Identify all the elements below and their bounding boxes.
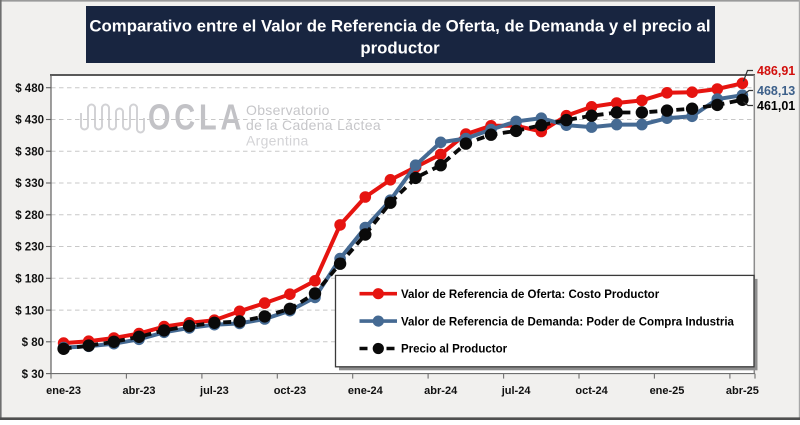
svg-text:$ 80: $ 80: [22, 337, 44, 349]
svg-text:$ 480: $ 480: [15, 83, 44, 95]
svg-text:$ 180: $ 180: [15, 274, 44, 286]
svg-text:jul-24: jul-24: [501, 385, 532, 397]
svg-text:$ 280: $ 280: [15, 210, 44, 222]
svg-text:$ 330: $ 330: [15, 178, 44, 190]
svg-text:abr-23: abr-23: [122, 385, 155, 397]
svg-text:$ 380: $ 380: [15, 146, 44, 158]
svg-text:Valor de Referencia de Oferta:: Valor de Referencia de Oferta: Costo Pro…: [401, 289, 660, 301]
svg-text:de la Cadena Láctea: de la Cadena Láctea: [246, 117, 381, 133]
svg-text:ene-23: ene-23: [46, 385, 81, 397]
svg-text:$ 430: $ 430: [15, 115, 44, 127]
svg-text:abr-25: abr-25: [726, 385, 759, 397]
svg-text:jul-23: jul-23: [199, 385, 229, 397]
svg-text:abr-24: abr-24: [424, 385, 458, 397]
svg-text:OCLA: OCLA: [148, 96, 245, 137]
svg-text:productor: productor: [360, 39, 440, 58]
svg-text:Precio al Productor: Precio al Productor: [401, 344, 508, 356]
svg-text:oct-23: oct-23: [274, 385, 306, 397]
svg-text:Observatorio: Observatorio: [246, 102, 330, 118]
svg-text:Valor de Referencia de Demanda: Valor de Referencia de Demanda: Poder de…: [401, 316, 735, 328]
svg-text:$ 230: $ 230: [15, 242, 44, 254]
svg-text:$ 30: $ 30: [22, 369, 44, 381]
svg-text:Comparativo entre el Valor de: Comparativo entre el Valor de Referencia…: [89, 17, 710, 36]
svg-text:468,13: 468,13: [757, 84, 795, 98]
svg-text:461,01: 461,01: [757, 99, 795, 113]
svg-text:Argentina: Argentina: [246, 133, 309, 149]
svg-text:$ 130: $ 130: [15, 305, 44, 317]
svg-text:ene-24: ene-24: [348, 385, 384, 397]
svg-text:oct-24: oct-24: [575, 385, 608, 397]
svg-text:486,91: 486,91: [757, 64, 795, 78]
svg-text:ene-25: ene-25: [650, 385, 685, 397]
